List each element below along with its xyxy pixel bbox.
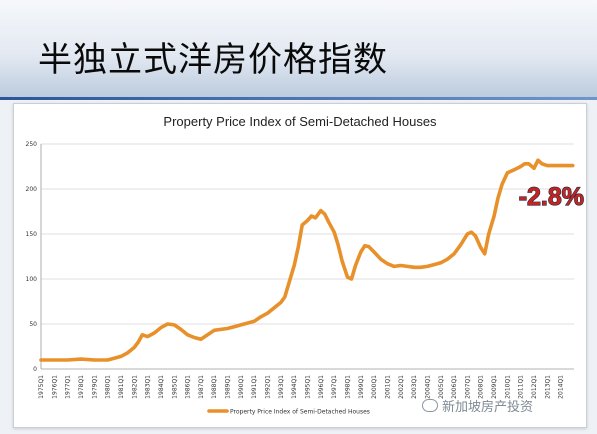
chart-series xyxy=(39,158,575,362)
x-tick-label: 1996Q1 xyxy=(318,375,325,399)
header-band xyxy=(0,0,597,100)
x-tick-label: 1981Q1 xyxy=(118,375,125,399)
x-tick-label: 1982Q1 xyxy=(131,375,138,399)
x-tick-label: 2014Q1 xyxy=(558,375,565,399)
x-tick-label: 2009Q1 xyxy=(491,375,498,399)
y-tick-label: 250 xyxy=(26,141,38,148)
x-tick-label: 1992Q1 xyxy=(265,375,272,399)
x-tick-label: 2003Q1 xyxy=(411,375,418,399)
chart-svg: Property Price Index of Semi-Detached Ho… xyxy=(26,114,585,416)
x-tick-label: 1985Q1 xyxy=(171,375,178,399)
x-tick-label: 1998Q1 xyxy=(344,375,351,399)
y-tick-label: 100 xyxy=(26,276,38,283)
x-tick-label: 2000Q1 xyxy=(371,375,378,399)
x-axis-ticks: 1975Q1 1976Q1 1977Q1 1978Q1 1979Q1 1980Q1 1981… xyxy=(38,375,565,399)
chart-gridlines xyxy=(40,143,574,370)
x-tick-label: 1975Q1 xyxy=(38,375,45,399)
x-tick-label: 1979Q1 xyxy=(91,375,98,399)
x-tick-label: 1988Q1 xyxy=(211,375,218,399)
x-tick-label: 1976Q1 xyxy=(51,375,58,399)
x-tick-label: 1986Q1 xyxy=(185,375,192,399)
x-tick-label: 1984Q1 xyxy=(158,375,165,399)
x-tick-label: 1994Q1 xyxy=(291,375,298,399)
x-tick-label: 2001Q1 xyxy=(384,375,391,399)
x-tick-label: 2008Q1 xyxy=(478,375,485,399)
wechat-icon xyxy=(422,399,438,412)
x-tick-label: 1989Q1 xyxy=(225,375,232,399)
watermark-text: 新加坡房产投资 xyxy=(442,400,534,415)
x-tick-label: 1997Q1 xyxy=(331,375,338,399)
series-line xyxy=(39,158,575,362)
slide-title: 半独立式洋房价格指数 xyxy=(38,40,388,80)
x-tick-label: 2013Q1 xyxy=(544,375,551,399)
x-tick-label: 1993Q1 xyxy=(278,375,285,399)
x-tick-label: 2004Q1 xyxy=(424,375,431,399)
x-tick-label: 1990Q1 xyxy=(238,375,245,399)
x-tick-label: 1987Q1 xyxy=(198,375,205,399)
x-tick-label: 1978Q1 xyxy=(78,375,85,399)
x-tick-label: 2012Q1 xyxy=(531,375,538,399)
y-tick-label: 200 xyxy=(26,186,38,193)
x-tick-label: 1995Q1 xyxy=(305,375,312,399)
x-tick-label: 2006Q1 xyxy=(451,375,458,399)
x-tick-label: 1980Q1 xyxy=(105,375,112,399)
watermark: 新加坡房产投资 xyxy=(422,398,533,418)
x-tick-label: 2005Q1 xyxy=(438,375,445,399)
x-tick-label: 2002Q1 xyxy=(398,375,405,399)
x-tick-label: 2010Q1 xyxy=(504,375,511,399)
y-axis-ticks: 0 50 100 150 200 250 xyxy=(26,141,38,373)
x-tick-label: 1977Q1 xyxy=(65,375,72,399)
legend-label: Property Price Index of Semi-Detached Ho… xyxy=(230,409,370,416)
annotation-label: -2.8% xyxy=(519,183,584,211)
x-tick-label: 2007Q1 xyxy=(464,375,471,399)
y-tick-label: 150 xyxy=(26,231,38,238)
y-tick-label: 50 xyxy=(29,321,37,328)
chart-title: Property Price Index of Semi-Detached Ho… xyxy=(163,114,437,129)
chart-panel: Property Price Index of Semi-Detached Ho… xyxy=(13,103,587,428)
y-tick-label: 0 xyxy=(33,366,37,373)
x-tick-label: 1983Q1 xyxy=(145,375,152,399)
x-tick-label: 1999Q1 xyxy=(358,375,365,399)
x-tick-label: 2011Q1 xyxy=(518,375,525,399)
chart-legend: Property Price Index of Semi-Detached Ho… xyxy=(207,409,370,416)
chart-annotations: -2.8% xyxy=(518,183,585,212)
x-tick-label: 1991Q1 xyxy=(251,375,258,399)
